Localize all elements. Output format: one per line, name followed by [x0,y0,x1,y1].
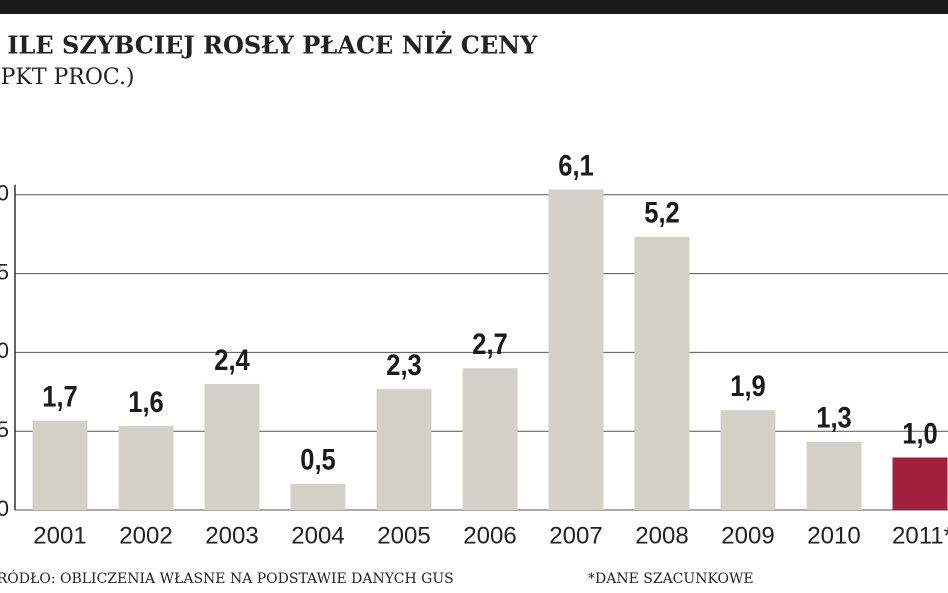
y-tick-label: 1,5 [0,417,9,442]
bar [462,368,518,510]
x-tick-label: 2009 [721,522,774,549]
bar [118,425,174,510]
y-tick-label: 6,0 [0,181,9,206]
x-tick-label: 2003 [205,522,258,549]
value-label: 5,2 [644,196,679,229]
top-band [0,0,948,14]
value-label: 2,3 [386,348,421,381]
x-tick-label: 2010 [807,522,860,549]
chart-subtitle: (PKT PROC.) [0,65,135,90]
x-tick-label: 2004 [291,522,344,549]
bar [548,189,604,510]
source: ŹRÓDŁO: OBLICZENIA WŁASNE NA PODSTAWIE D… [0,569,454,587]
x-tick-label: 2005 [377,522,430,549]
value-label: 2,7 [472,327,507,360]
chart-title: O ILE SZYBCIEJ ROSŁY PŁACE NIŻ CENY [0,31,538,60]
value-label: 0,5 [300,443,335,476]
bar [204,383,260,510]
x-tick-label: 2008 [635,522,688,549]
x-tick-label: 2006 [463,522,516,549]
value-label: 1,9 [730,369,765,402]
value-label: 1,7 [42,380,77,413]
bar [720,410,776,510]
value-label: 2,4 [214,343,250,376]
y-tick-label: 3,0 [0,338,9,363]
bar [806,441,862,510]
bar [376,389,432,510]
x-tick-label: 2001 [33,522,86,549]
bar [290,483,346,510]
bar [634,236,690,511]
x-tick-label: 2011* [892,522,948,549]
y-tick-label: 4,5 [0,259,9,284]
bar [892,457,948,510]
y-tick-label: 0,0 [0,496,9,521]
bar [32,420,88,510]
x-tick-label: 2007 [549,522,602,549]
value-label: 1,6 [128,385,163,418]
value-label: 6,1 [558,148,593,181]
value-label: 1,0 [902,416,937,449]
note: *DANE SZACUNKOWE [588,571,754,587]
value-label: 1,3 [816,401,851,434]
x-tick-label: 2002 [119,522,172,549]
